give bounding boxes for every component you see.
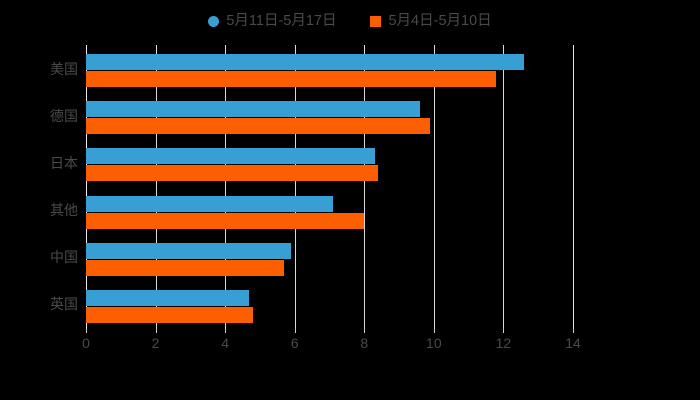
- bar[interactable]: [86, 148, 375, 165]
- bar-group: [86, 195, 573, 230]
- bar[interactable]: [86, 212, 365, 229]
- bar-group: [86, 101, 573, 135]
- bar[interactable]: [86, 289, 250, 306]
- x-axis-tick-mark: [503, 328, 505, 333]
- gridline-x-6: [294, 45, 296, 328]
- plot-area: [86, 45, 574, 328]
- bar[interactable]: [86, 242, 292, 259]
- x-axis-tick-label: 4: [221, 335, 230, 351]
- y-axis-category-labels: 美国德国日本其他中国英国: [0, 45, 78, 328]
- bar[interactable]: [86, 101, 420, 118]
- bar[interactable]: [86, 306, 253, 323]
- gridline-x-0: [86, 45, 87, 328]
- y-axis-label: 美国: [50, 60, 78, 77]
- y-axis-label: 中国: [50, 249, 78, 266]
- x-axis-tick-label: 10: [426, 335, 442, 351]
- x-axis-tick-mark: [573, 328, 574, 333]
- x-axis-tick-label: 0: [82, 335, 90, 351]
- bar-group: [86, 148, 573, 182]
- x-axis-tick-label: 6: [290, 335, 299, 351]
- x-axis-tick-label: 2: [151, 335, 160, 351]
- y-axis-label: 其他: [50, 202, 78, 219]
- gridline-x-10: [433, 45, 435, 328]
- bar-group: [86, 54, 573, 88]
- gridline-x-4: [225, 45, 227, 328]
- chart-legend: 5月11日-5月17日 5月4日-5月10日: [0, 8, 700, 34]
- bar[interactable]: [86, 71, 497, 87]
- y-axis-label: 德国: [50, 107, 78, 124]
- bar[interactable]: [86, 259, 285, 276]
- x-axis-tick-label: 14: [565, 335, 581, 351]
- bar[interactable]: [86, 54, 525, 70]
- y-axis-label: 英国: [50, 296, 78, 313]
- x-axis-tick-mark: [155, 328, 157, 333]
- x-axis-tick-mark: [225, 328, 227, 333]
- bar[interactable]: [86, 195, 333, 212]
- gridline-x-8: [364, 45, 366, 328]
- x-axis-tick-mark: [433, 328, 435, 333]
- x-axis-tick-mark: [86, 328, 87, 333]
- bar[interactable]: [86, 118, 431, 135]
- legend-label-series-2: 5月4日-5月10日: [388, 12, 492, 29]
- bar[interactable]: [86, 165, 379, 182]
- gridline-x-14: [573, 45, 574, 328]
- x-axis-tick-mark: [294, 328, 296, 333]
- x-axis-tick-mark: [364, 328, 366, 333]
- x-axis-tick-label: 12: [495, 335, 512, 351]
- bar-group: [86, 289, 573, 324]
- legend-swatch-square-icon: [370, 15, 382, 27]
- legend-item-series-1[interactable]: 5月11日-5月17日: [208, 14, 336, 29]
- legend-label-series-1: 5月11日-5月17日: [226, 12, 337, 29]
- legend-swatch-circle-icon: [208, 15, 220, 27]
- x-axis: 0 2 4 6 8 10 12 14: [82, 328, 581, 358]
- gridline-x-2: [155, 45, 157, 328]
- x-axis-tick-label: 8: [360, 335, 369, 351]
- gridline-x-12: [503, 45, 505, 328]
- y-axis-label: 日本: [50, 154, 78, 171]
- legend-item-series-2[interactable]: 5月4日-5月10日: [370, 12, 492, 29]
- bar-group: [86, 242, 573, 277]
